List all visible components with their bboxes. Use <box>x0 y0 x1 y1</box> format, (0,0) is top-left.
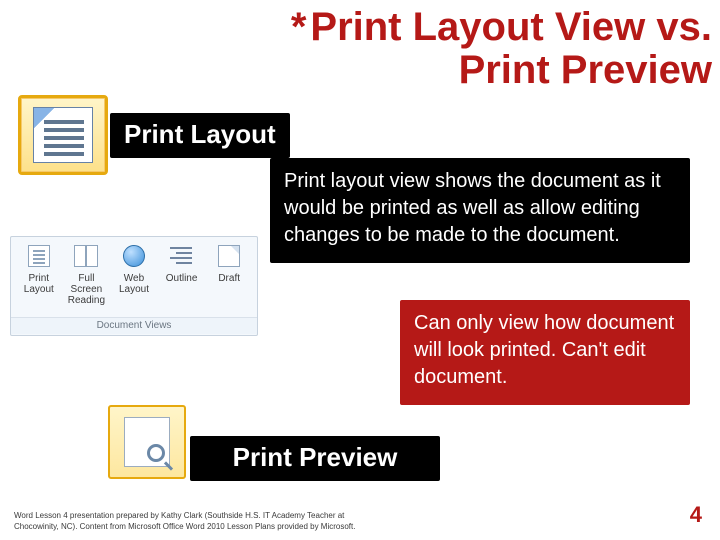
draft-icon <box>215 243 243 269</box>
ribbon-group-caption: Document Views <box>11 317 257 334</box>
ribbon-item-label: Layout <box>24 284 54 295</box>
magnifier-icon <box>147 444 173 470</box>
footer-line2: Chocowinity, NC). Content from Microsoft… <box>14 522 355 531</box>
title-line1: Print Layout View vs. <box>310 5 712 49</box>
ribbon-item-print-layout[interactable]: Print Layout <box>17 241 61 317</box>
document-views-ribbon-group: Print Layout Full Screen Reading Web Lay… <box>10 236 258 336</box>
print-preview-description: Can only view how document will look pri… <box>400 300 690 405</box>
print-preview-label: Print Preview <box>190 436 440 481</box>
ribbon-item-label: Print <box>29 273 50 284</box>
full-screen-reading-icon <box>72 243 100 269</box>
ribbon-item-label: Web <box>124 273 144 284</box>
title-asterisk: * <box>291 5 307 49</box>
print-layout-label: Print Layout <box>110 113 290 158</box>
outline-icon <box>168 243 196 269</box>
title-line2: Print Preview <box>459 48 712 92</box>
ribbon-item-label: Draft <box>218 273 240 284</box>
print-layout-icon-frame <box>18 95 108 175</box>
ribbon-items: Print Layout Full Screen Reading Web Lay… <box>11 237 257 317</box>
page-number: 4 <box>690 502 702 528</box>
print-layout-small-icon <box>25 243 53 269</box>
ribbon-item-label: Full Screen <box>65 273 109 295</box>
print-preview-icon-frame <box>108 405 186 479</box>
ribbon-item-label: Reading <box>68 295 105 306</box>
slide-title: *Print Layout View vs. Print Preview <box>200 6 712 92</box>
print-preview-icon <box>124 417 170 467</box>
print-layout-icon <box>33 107 93 163</box>
print-layout-description: Print layout view shows the document as … <box>270 158 690 263</box>
ribbon-item-label: Outline <box>166 273 198 284</box>
web-layout-icon <box>120 243 148 269</box>
ribbon-item-label: Layout <box>119 284 149 295</box>
footer-text: Word Lesson 4 presentation prepared by K… <box>14 511 355 532</box>
ribbon-item-full-screen-reading[interactable]: Full Screen Reading <box>65 241 109 317</box>
ribbon-item-outline[interactable]: Outline <box>160 241 204 317</box>
footer-line1: Word Lesson 4 presentation prepared by K… <box>14 511 344 520</box>
ribbon-item-draft[interactable]: Draft <box>207 241 251 317</box>
ribbon-item-web-layout[interactable]: Web Layout <box>112 241 156 317</box>
slide: *Print Layout View vs. Print Preview Pri… <box>0 0 720 540</box>
